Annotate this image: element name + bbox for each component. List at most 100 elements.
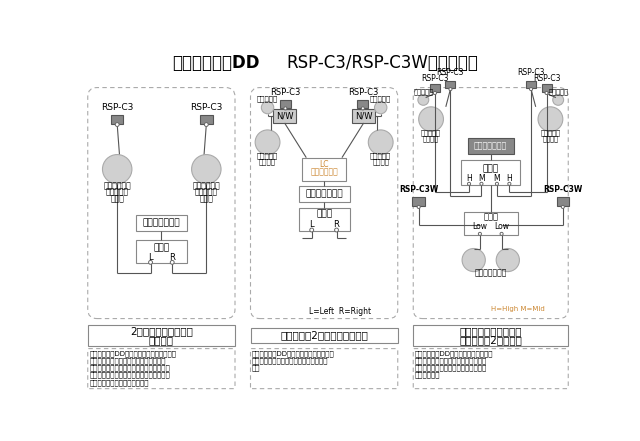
Text: H=High M=Mid: H=High M=Mid: [491, 306, 545, 312]
Text: M: M: [478, 174, 484, 183]
Bar: [111, 115, 124, 124]
Bar: [273, 109, 296, 123]
Text: RSP-C3W: RSP-C3W: [399, 186, 438, 194]
Text: ツィーター: ツィーター: [413, 88, 433, 95]
Text: H: H: [506, 174, 512, 183]
Text: R: R: [333, 220, 339, 229]
Text: （基本）: （基本）: [149, 335, 174, 345]
Circle shape: [115, 123, 119, 127]
Circle shape: [538, 107, 563, 131]
Bar: [352, 109, 375, 123]
Text: スピーカー: スピーカー: [195, 188, 218, 197]
Text: L: L: [309, 220, 314, 229]
Bar: [280, 100, 291, 108]
Bar: [200, 115, 212, 124]
Text: メインユニット: メインユニット: [305, 189, 343, 198]
Text: アンプ: アンプ: [154, 243, 170, 252]
Circle shape: [480, 182, 483, 185]
Circle shape: [419, 107, 444, 131]
Circle shape: [462, 248, 485, 272]
Text: RSP-C3: RSP-C3: [190, 103, 223, 112]
Circle shape: [191, 154, 221, 184]
Circle shape: [362, 107, 364, 110]
Text: N/W: N/W: [276, 112, 293, 120]
Text: ユニット: ユニット: [372, 158, 389, 165]
FancyBboxPatch shape: [88, 88, 235, 318]
Text: 端子と最短距離で接続します。: 端子と最短距離で接続します。: [90, 379, 149, 386]
Circle shape: [449, 88, 452, 91]
Bar: [136, 240, 187, 263]
Text: メインユニット: メインユニット: [474, 142, 508, 150]
Circle shape: [500, 232, 503, 235]
Circle shape: [284, 107, 287, 110]
Text: ユニット: ユニット: [543, 135, 559, 142]
Circle shape: [478, 232, 481, 235]
Text: ブルは付属しておりませんので、良質のケ: ブルは付属しておりませんので、良質のケ: [90, 365, 170, 371]
Text: カーサウンドDDはスピーカーに近いところ: カーサウンドDDはスピーカーに近いところ: [90, 350, 176, 356]
Text: カーサウンドDDはマルチアンプシステ: カーサウンドDDはマルチアンプシステ: [415, 350, 493, 356]
Text: サブウーファー: サブウーファー: [475, 269, 507, 278]
FancyBboxPatch shape: [413, 88, 568, 318]
Bar: [250, 328, 397, 343]
Text: ツィーター: ツィーター: [370, 95, 391, 102]
Circle shape: [368, 130, 393, 154]
Text: カーサウンドDDはクロスオーバーネット: カーサウンドDDはクロスオーバーネット: [252, 350, 335, 356]
Bar: [461, 160, 520, 185]
Text: Low: Low: [494, 222, 509, 232]
Bar: [358, 100, 368, 108]
Text: ーブルを適宜ご用意下さい。スピーカーの: ーブルを適宜ご用意下さい。スピーカーの: [90, 372, 170, 378]
Circle shape: [418, 94, 429, 105]
Text: ツィーター: ツィーター: [257, 95, 278, 102]
Circle shape: [508, 182, 511, 185]
Circle shape: [261, 101, 274, 114]
Text: す。: す。: [252, 365, 260, 371]
Text: ムでの効果を最大に発揮します。各ス: ムでの効果を最大に発揮します。各ス: [415, 357, 487, 364]
Text: （右）: （右）: [200, 194, 213, 203]
Circle shape: [374, 101, 387, 114]
Bar: [413, 325, 568, 346]
Circle shape: [102, 154, 132, 184]
Bar: [467, 138, 514, 154]
Bar: [88, 325, 235, 346]
Text: アンプ: アンプ: [316, 209, 332, 218]
Text: 2スピーカーシステム: 2スピーカーシステム: [130, 326, 193, 336]
Circle shape: [553, 94, 564, 105]
Text: マルチアンプシステム: マルチアンプシステム: [460, 326, 522, 336]
FancyBboxPatch shape: [250, 88, 397, 318]
Text: スピーカー: スピーカー: [106, 188, 129, 197]
Circle shape: [529, 88, 532, 91]
FancyBboxPatch shape: [250, 348, 397, 389]
Circle shape: [310, 228, 314, 232]
FancyBboxPatch shape: [88, 348, 235, 389]
Circle shape: [335, 228, 339, 232]
Circle shape: [148, 261, 152, 264]
Text: アンプ: アンプ: [483, 164, 499, 173]
FancyBboxPatch shape: [413, 348, 568, 389]
Circle shape: [417, 206, 420, 209]
Text: RSP-C3: RSP-C3: [270, 88, 301, 97]
Circle shape: [545, 91, 548, 94]
Text: ユニット: ユニット: [259, 158, 276, 165]
Text: ツィーター: ツィーター: [548, 88, 568, 95]
Bar: [463, 212, 518, 235]
Text: ミッドバス: ミッドバス: [421, 130, 441, 136]
Bar: [526, 81, 536, 88]
Text: L: L: [148, 253, 153, 262]
Text: ミッドバス: ミッドバス: [257, 153, 278, 159]
Text: RSP-C3: RSP-C3: [532, 74, 560, 83]
Circle shape: [204, 123, 208, 127]
Circle shape: [255, 130, 280, 154]
Text: が基本です。: が基本です。: [415, 372, 440, 378]
Bar: [136, 215, 187, 231]
Bar: [557, 197, 569, 206]
Text: ワークの入力側（アンプ側）に接続しま: ワークの入力側（アンプ側）に接続しま: [252, 357, 328, 364]
Text: に設置するのが基本です。接続用のケー: に設置するのが基本です。接続用のケー: [90, 357, 166, 364]
Text: メインユニット: メインユニット: [143, 219, 180, 228]
Text: （フロント2ウェイ）: （フロント2ウェイ）: [460, 335, 522, 345]
Text: RSP-C3: RSP-C3: [517, 68, 545, 78]
Text: L=Left  R=Right: L=Left R=Right: [308, 307, 371, 316]
Text: カーサウンドDD: カーサウンドDD: [172, 54, 259, 72]
Text: ピーカーユニットの近くに設置するの: ピーカーユニットの近くに設置するの: [415, 365, 487, 371]
Text: アンプ: アンプ: [483, 213, 499, 221]
Bar: [303, 157, 346, 181]
